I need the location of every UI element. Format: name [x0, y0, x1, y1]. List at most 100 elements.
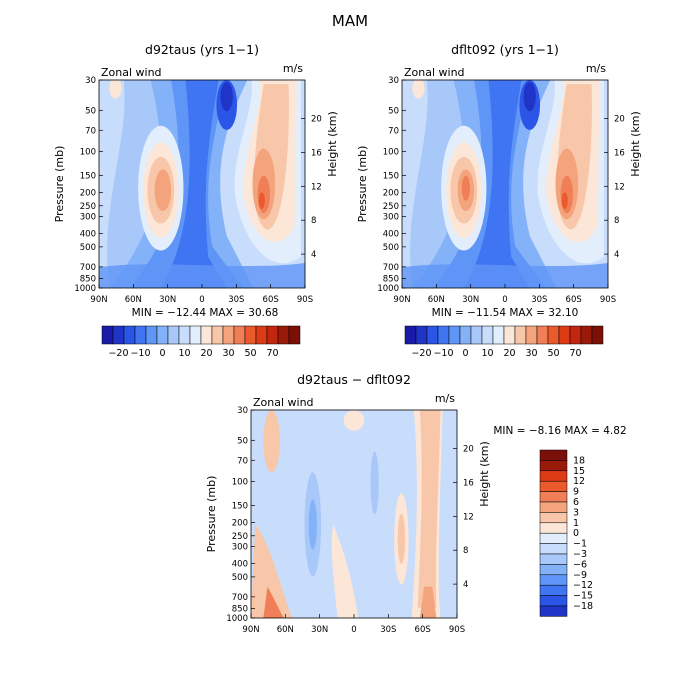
y-tick-label: 200 — [232, 519, 248, 529]
colorbar-label: −12 — [573, 580, 593, 591]
y-right-tick-label: 20 — [614, 115, 625, 125]
colorbar-box — [123, 325, 136, 345]
panel-title: dflt092 (yrs 1−1) — [451, 42, 559, 57]
colorbar-box — [525, 325, 538, 345]
y-right-tick-label: 4 — [614, 250, 619, 260]
y-tick-label: 400 — [80, 230, 96, 240]
colorbar-label: 20 — [503, 348, 515, 359]
y-right-tick-label: 4 — [311, 250, 316, 260]
y-right-axis-label: Height (km) — [629, 111, 642, 177]
y-tick-label: 1000 — [226, 614, 248, 624]
colorbar-box — [222, 325, 235, 345]
colorbar-label: 18 — [573, 455, 585, 466]
contour-region — [220, 82, 233, 112]
y-axis-label: Pressure (mb) — [53, 146, 66, 223]
colorbar-box — [539, 543, 568, 555]
colorbar-box — [539, 595, 568, 607]
colorbar-box — [288, 325, 301, 345]
contour-fill — [402, 80, 608, 288]
colorbar-box — [539, 501, 568, 513]
y-tick-label: 850 — [232, 604, 248, 614]
y-tick-label: 1000 — [377, 284, 399, 294]
contour-region — [397, 514, 406, 564]
colorbar-label: −20 — [411, 348, 431, 359]
colorbar-box — [415, 325, 428, 345]
colorbar-box — [112, 325, 125, 345]
contour-region — [263, 586, 284, 618]
y-tick-label: 200 — [383, 189, 399, 199]
y-right-tick-label: 12 — [311, 182, 322, 192]
colorbar-box — [539, 553, 568, 565]
subtitle-left: Zonal wind — [101, 66, 162, 79]
colorbar-label: 70 — [266, 348, 278, 359]
colorbar-box — [539, 605, 568, 617]
x-tick-label: 30N — [462, 295, 479, 305]
colorbar-label: 9 — [573, 487, 579, 498]
colorbar-box — [539, 449, 568, 461]
y-tick-label: 150 — [80, 171, 96, 181]
colorbar-box — [277, 325, 290, 345]
colorbar-box — [539, 491, 568, 503]
x-tick-label: 60N — [125, 295, 142, 305]
contour-region — [109, 80, 122, 99]
y-tick-label: 200 — [80, 189, 96, 199]
y-tick-label: 150 — [232, 501, 248, 511]
colorbar-label: −18 — [573, 601, 593, 612]
colorbar-label: −20 — [108, 348, 128, 359]
y-tick-label: 250 — [232, 532, 248, 542]
x-tick-label: 30S — [380, 625, 396, 635]
contour-fill — [99, 80, 305, 288]
colorbar-box — [580, 325, 593, 345]
colorbar-box — [189, 325, 202, 345]
colorbar-box — [536, 325, 549, 345]
panel-1-stats: MIN = −12.44 MAX = 30.68 — [132, 307, 279, 319]
y-tick-label: 500 — [232, 573, 248, 583]
colorbar-label: 12 — [573, 476, 585, 487]
colorbar-label: 50 — [244, 348, 256, 359]
x-tick-label: 60N — [428, 295, 445, 305]
colorbar-label: −3 — [573, 549, 587, 560]
x-tick-label: 0 — [351, 625, 356, 635]
contour-region — [523, 82, 536, 112]
colorbar-label: −6 — [573, 559, 587, 570]
colorbar-label: 50 — [547, 348, 559, 359]
colorbar-box — [539, 522, 568, 534]
y-tick-label: 700 — [232, 593, 248, 603]
y-axis-label: Pressure (mb) — [205, 476, 218, 553]
panel-2: dflt092 (yrs 1−1) Zonal wind m/s 30 50 70 100 1… — [356, 42, 642, 305]
colorbar-box — [539, 480, 568, 492]
colorbar-box — [481, 325, 494, 345]
y-right-tick-label: 16 — [463, 478, 474, 488]
contour-region — [560, 175, 573, 214]
y-right-axis-label: Height (km) — [478, 441, 491, 507]
y-tick-label: 500 — [383, 243, 399, 253]
colorbar-box — [156, 325, 169, 345]
colorbar-label: 0 — [462, 348, 468, 359]
x-tick-label: 90N — [90, 295, 107, 305]
contour-region — [257, 175, 270, 214]
x-tick-label: 30N — [159, 295, 176, 305]
x-tick-label: 90N — [393, 295, 410, 305]
colorbar-box — [437, 325, 450, 345]
contour-region — [129, 80, 244, 288]
colorbar-box — [404, 325, 417, 345]
subtitle-left: Zonal wind — [253, 396, 314, 409]
colorbar-panel-1: −20 −10 0 10 20 30 50 70 — [101, 325, 301, 359]
x-tick-label: 0 — [199, 295, 204, 305]
colorbar-label: −1 — [573, 539, 587, 550]
panel-title: d92taus (yrs 1−1) — [145, 42, 259, 57]
y-tick-label: 70 — [237, 456, 248, 466]
x-tick-label: 90S — [297, 295, 313, 305]
subtitle-units: m/s — [586, 62, 606, 75]
panel-1: d92taus (yrs 1−1) Zonal wind m/s 30 50 70 100 1… — [53, 42, 339, 305]
contour-region — [251, 524, 293, 618]
x-tick-label: 60S — [415, 625, 431, 635]
colorbar-box — [591, 325, 604, 345]
contour-region — [99, 263, 305, 288]
y-tick-label: 250 — [383, 202, 399, 212]
subtitle-units: m/s — [283, 62, 303, 75]
panel-3-stats: MIN = −8.16 MAX = 4.82 — [493, 425, 626, 437]
colorbar-box — [569, 325, 582, 345]
colorbar-box — [539, 584, 568, 596]
contour-region — [308, 499, 317, 550]
